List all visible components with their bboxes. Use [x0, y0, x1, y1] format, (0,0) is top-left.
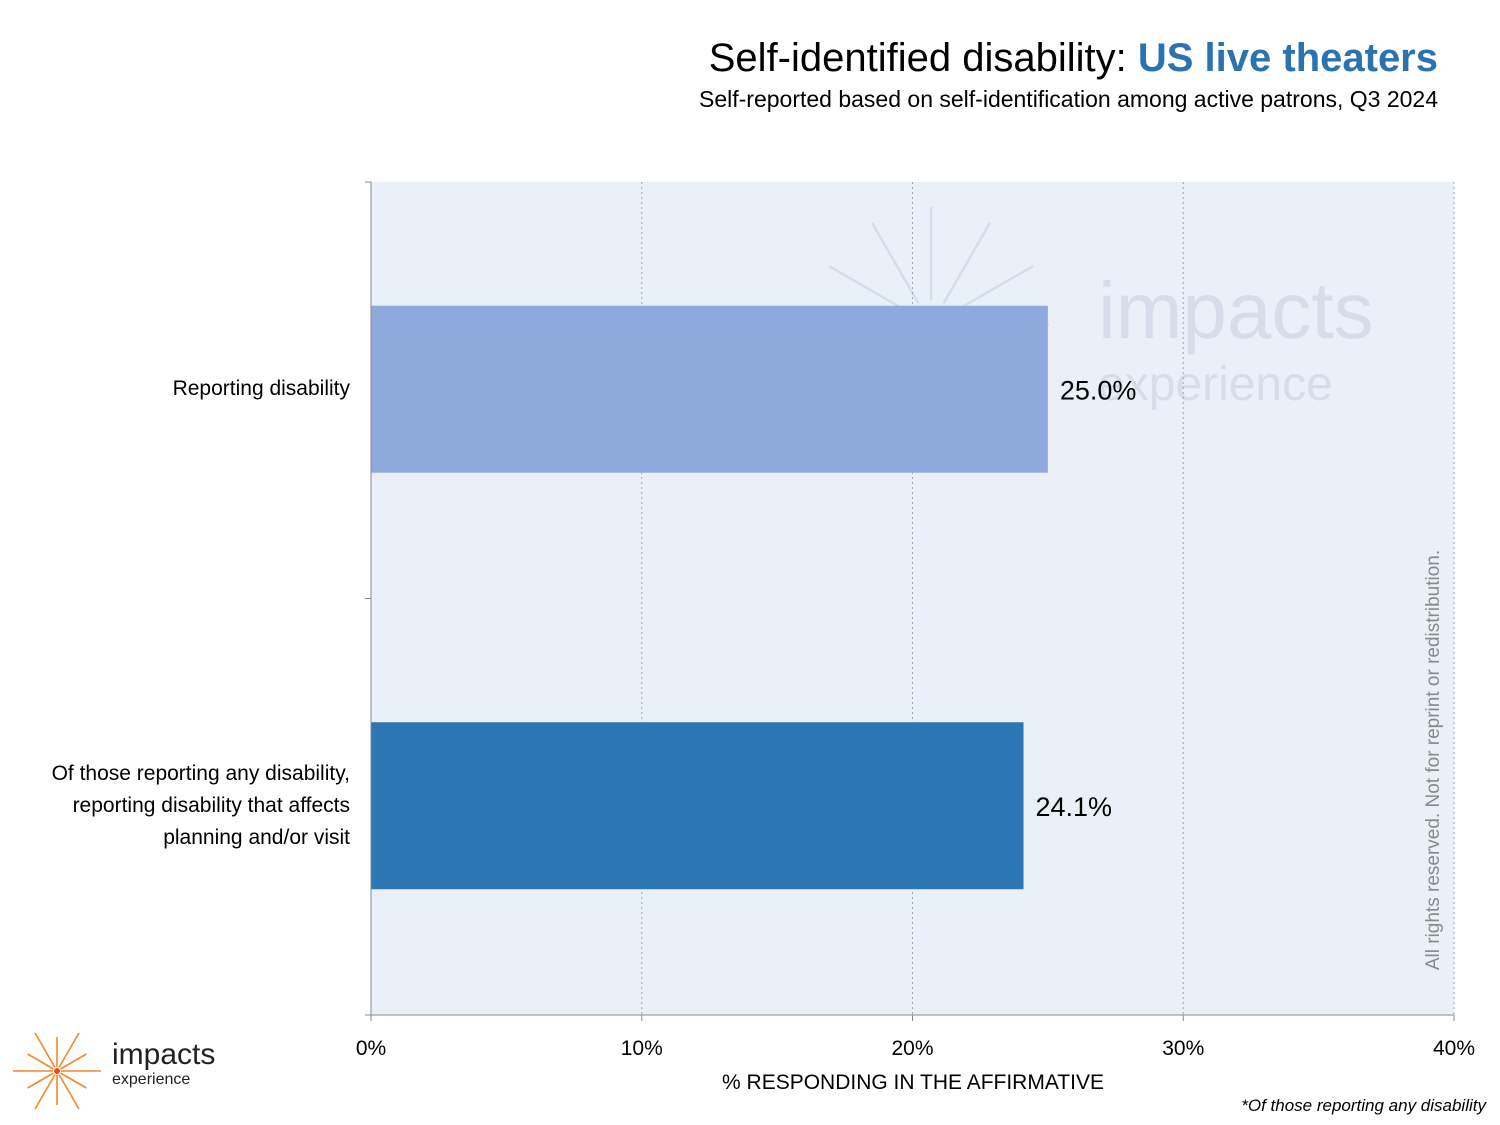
grid-lines [641, 182, 1455, 1015]
bar-1 [371, 722, 1024, 890]
watermark-text-impacts: impacts [1098, 266, 1374, 355]
category-label-0: Reporting disability [172, 377, 350, 401]
footnote: *Of those reporting any disability [1241, 1096, 1486, 1115]
logo: impacts experience [112, 1040, 215, 1088]
watermark-text-experience: experience [1098, 358, 1333, 411]
bar-0 [371, 305, 1048, 473]
logo-ray-2 [58, 1074, 80, 1110]
chart-title-main: Self-identified disability: [708, 36, 1138, 80]
bar-value-label-0: 25.0% [1060, 375, 1137, 405]
watermark: impacts experience [813, 207, 1374, 411]
bar-value-label-1: 24.1% [1036, 792, 1113, 822]
logo-ray-5 [27, 1072, 54, 1089]
chart-title: Self-identified disability: US live thea… [709, 36, 1438, 81]
watermark-ray-2 [952, 264, 1034, 314]
logo-ray-8 [34, 1032, 56, 1068]
chart-title-highlight: US live theaters [1137, 36, 1438, 80]
x-tick-labels: 0% 10% 20% 30% 40% [356, 1037, 1475, 1060]
logo-ray-1 [60, 1072, 87, 1089]
chart-subtitle: Self-reported based on self-identificati… [699, 86, 1438, 112]
x-tick-label-4: 40% [1433, 1037, 1475, 1060]
x-tick-label-1: 10% [621, 1037, 663, 1060]
watermark-ray-8 [870, 222, 920, 304]
axes [365, 181, 1455, 1021]
rights-notice: All rights reserved. Not for reprint or … [1423, 549, 1444, 971]
category-label-1: Of those reporting any disability, repor… [51, 761, 350, 849]
watermark-ray-1 [942, 222, 992, 304]
watermark-ray-7 [828, 264, 910, 314]
x-tick-label-3: 30% [1162, 1037, 1204, 1060]
x-tick-label-0: 0% [356, 1037, 386, 1060]
logo-star-icon [13, 1032, 101, 1110]
logo-ray-4 [34, 1074, 56, 1110]
logo-ray-11 [60, 1053, 87, 1070]
x-axis-label: % RESPONDING IN THE AFFIRMATIVE [722, 1071, 1104, 1094]
logo-text-impacts: impacts [112, 1038, 216, 1071]
logo-center-dot [54, 1068, 60, 1074]
logo-ray-10 [58, 1032, 80, 1068]
bars: 25.0% 24.1% [371, 305, 1137, 890]
logo-ray-7 [27, 1053, 54, 1070]
logo-text-experience: experience [112, 1071, 191, 1088]
x-tick-label-2: 20% [891, 1037, 933, 1060]
